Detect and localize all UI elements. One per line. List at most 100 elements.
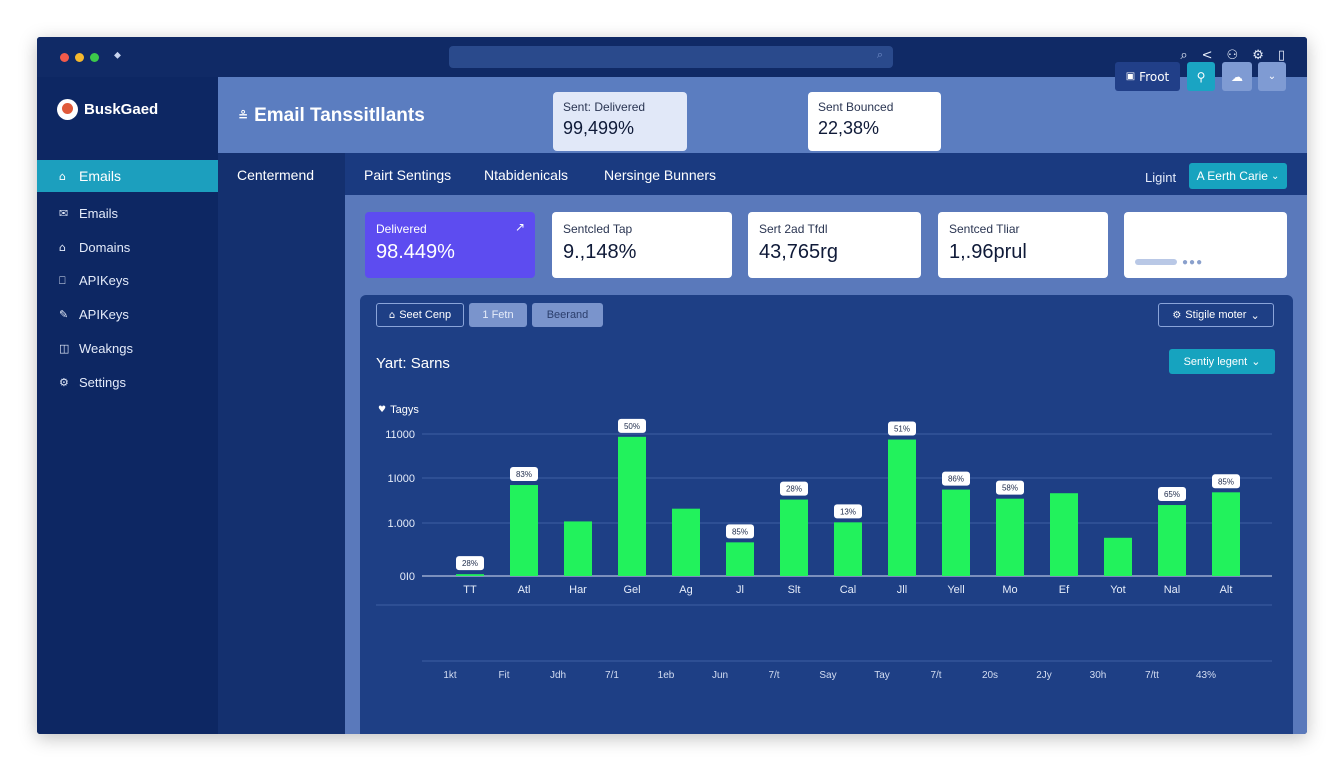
secondary-axis-label: 1kt: [443, 670, 457, 681]
metric-value: 98.449%: [376, 241, 455, 263]
chart-panel: ⌂ Seet Cenp 1 Fetn Beerand ⚙ Stigile mot…: [360, 295, 1293, 734]
x-tick-label: Atl: [518, 584, 531, 596]
chevron-down-icon: ⌄: [1251, 356, 1261, 368]
x-tick-label: Nal: [1164, 584, 1181, 596]
data-label-bg: [942, 471, 970, 486]
more-button[interactable]: ⌄: [1258, 62, 1286, 91]
metric-value: 9.,148%: [563, 241, 637, 263]
filter-button-beerand[interactable]: Beerand: [532, 303, 603, 327]
data-label-bg: [510, 467, 538, 482]
tab-notifications[interactable]: Ntabidenicals: [484, 167, 569, 183]
earth-dropdown-button[interactable]: A Eerth Carie ⌄: [1189, 163, 1287, 189]
data-label: 85%: [732, 527, 748, 536]
sidebar-item-emails-active[interactable]: ⌂ Emails: [37, 160, 226, 192]
metric-card-sentced[interactable]: Sentced Tliar 1,.96prul: [938, 212, 1108, 278]
filter-button-fetn[interactable]: 1 Fetn: [469, 303, 527, 327]
stat-value: 22,38%: [818, 118, 880, 138]
data-label-bg: [996, 480, 1024, 495]
y-tick-label: 1.000: [387, 518, 415, 530]
series-dropdown[interactable]: ⚙ Stigile moter ⌄: [1158, 303, 1274, 327]
x-tick-label: Mo: [1002, 584, 1017, 596]
data-label: 86%: [948, 475, 964, 484]
chart-bar: [1050, 493, 1078, 576]
metric-card-delivered[interactable]: Delivered 98.449% ↗: [365, 212, 535, 278]
x-tick-label: Yot: [1110, 584, 1126, 596]
chart-bar: [510, 485, 538, 576]
pin-button[interactable]: ⚲: [1187, 62, 1215, 91]
sidebar-toggle-icon[interactable]: ⬥: [114, 50, 121, 61]
legend-button[interactable]: Sentiy legent ⌄: [1169, 349, 1275, 374]
data-label: 65%: [1164, 490, 1180, 499]
document-icon: ≗: [238, 109, 249, 123]
sidebar-item-label: APIKeys: [79, 273, 129, 288]
y-tick-label: 11000: [385, 429, 415, 441]
data-label: 51%: [894, 425, 910, 434]
x-tick-label: Ef: [1059, 584, 1070, 596]
title-bar: ⬥ ⌕ ⌕ < ⚇ ⚙ ▯: [37, 37, 1307, 77]
close-window-button[interactable]: [60, 53, 69, 62]
sidebar-item-domains[interactable]: ⌂ Domains: [59, 240, 130, 255]
x-tick-label: TT: [463, 584, 477, 596]
sidebar-item-settings[interactable]: ⚙ Settings: [59, 375, 126, 390]
share-icon[interactable]: <: [1201, 48, 1213, 63]
sidebar-item-label: APIKeys: [79, 307, 129, 322]
secondary-axis-label: 7/t: [930, 670, 941, 681]
key-icon: ⎕: [59, 273, 66, 287]
x-tick-label: Jll: [897, 584, 907, 596]
sidebar-item-label: Weakngs: [79, 341, 133, 356]
metric-card-loading[interactable]: ●●●: [1124, 212, 1287, 278]
sidebar-item-label: Domains: [79, 240, 131, 255]
heart-icon: ♥: [378, 405, 387, 415]
data-label-bg: [888, 421, 916, 436]
sidebar-item-label: Emails: [79, 206, 119, 221]
chart-bar: [834, 522, 862, 576]
filter-button-seet[interactable]: ⌂ Seet Cenp: [376, 303, 464, 327]
sidebar-item-apikeys[interactable]: ⎕ APIKeys: [59, 273, 129, 288]
secondary-axis-label: Jun: [712, 670, 728, 681]
metric-label: Sentced Tliar: [949, 222, 1020, 236]
secondary-axis-label: 2Jy: [1036, 670, 1052, 681]
minimize-window-button[interactable]: [75, 53, 84, 62]
data-label-bg: [834, 504, 862, 519]
mail-icon: ✉: [59, 207, 69, 220]
cloud-button[interactable]: ☁: [1222, 62, 1252, 91]
device-icon[interactable]: ▯: [1277, 48, 1285, 63]
chevron-down-icon: ⌄: [1270, 170, 1280, 182]
sidebar-item-emails[interactable]: ✉ Emails: [59, 206, 118, 221]
chart-bar: [1104, 537, 1132, 576]
user-icon[interactable]: ⚇: [1226, 48, 1239, 63]
front-button[interactable]: ▣ Froot: [1115, 62, 1180, 91]
metric-label: Sert 2ad Tfdl: [759, 222, 828, 236]
tab-message-banners[interactable]: Nersinge Bunners: [604, 167, 717, 183]
data-label-bg: [618, 418, 646, 433]
x-tick-label: Gel: [623, 584, 640, 596]
data-label-bg: [780, 481, 808, 496]
pin-icon: ⚲: [1196, 69, 1206, 84]
x-tick-label: Cal: [840, 584, 857, 596]
secondary-axis-label: Tay: [874, 670, 890, 681]
chart-bar: [456, 574, 484, 576]
metric-label: Delivered: [376, 222, 427, 236]
metric-card-sent-tap[interactable]: Sentcled Tap 9.,148%: [552, 212, 732, 278]
gear-icon[interactable]: ⚙: [1252, 48, 1264, 63]
maximize-window-button[interactable]: [90, 53, 99, 62]
secondary-axis-label: 7/t: [768, 670, 779, 681]
brand[interactable]: BuskGaed: [57, 99, 158, 120]
data-label: 85%: [1218, 477, 1234, 486]
tab-part-settings[interactable]: Pairt Sentings: [364, 167, 452, 183]
gear-icon: ⚙: [59, 376, 69, 389]
sidebar-item-apikeys-2[interactable]: ✎ APIKeys: [59, 307, 129, 322]
avatar: [57, 99, 78, 120]
metric-card-sert[interactable]: Sert 2ad Tfdl 43,765rg: [748, 212, 921, 278]
tab-center[interactable]: Centermend: [237, 167, 315, 183]
data-label: 58%: [1002, 484, 1018, 493]
arrow-up-right-icon: ↗: [514, 220, 525, 234]
home-icon: ⌂: [59, 169, 66, 183]
secondary-axis-label: 43%: [1196, 670, 1216, 681]
bar-chart: 0I0 1.000 1I000 11000 28% TT 1kt 83% Atl Fit Har Jd…: [376, 418, 1272, 681]
webhook-icon: ◫: [59, 342, 70, 355]
address-bar[interactable]: ⌕: [449, 46, 893, 68]
sidebar-item-webhooks[interactable]: ◫ Weakngs: [59, 341, 133, 356]
y-tick-label: 0I0: [400, 571, 415, 583]
search-icon[interactable]: ⌕: [1180, 48, 1188, 63]
